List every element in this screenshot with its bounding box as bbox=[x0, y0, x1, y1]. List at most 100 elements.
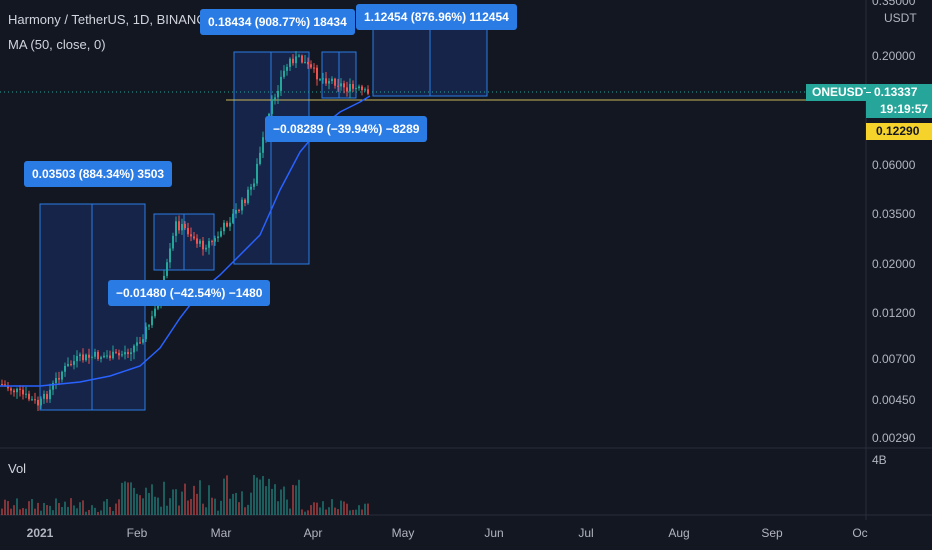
candle-body bbox=[76, 356, 78, 362]
candle-body bbox=[238, 209, 240, 211]
candle-body bbox=[46, 393, 48, 400]
candle-body bbox=[1, 384, 3, 385]
volume-bar bbox=[295, 485, 297, 515]
volume-bar bbox=[271, 488, 273, 515]
candle-body bbox=[154, 308, 156, 317]
candle-body bbox=[100, 357, 102, 359]
candle-body bbox=[178, 221, 180, 231]
bar-countdown: 19:19:57 bbox=[880, 102, 929, 116]
volume-bar bbox=[52, 510, 54, 515]
time-tick: Sep bbox=[761, 526, 783, 540]
measure-label-2: −0.01480 (−42.54%) −1480 bbox=[108, 280, 271, 306]
volume-bar bbox=[184, 483, 186, 515]
candle-body bbox=[130, 352, 132, 355]
measure-label-3: 0.18434 (908.77%) 18434 bbox=[200, 9, 355, 35]
volume-bar bbox=[196, 493, 198, 515]
time-tick: Oc bbox=[852, 526, 868, 540]
time-tick: Aug bbox=[668, 526, 690, 540]
candle-body bbox=[319, 79, 321, 81]
candle-body bbox=[184, 224, 186, 229]
candle-body bbox=[271, 99, 273, 114]
candle-body bbox=[298, 55, 300, 57]
currency-label[interactable]: USDT bbox=[884, 11, 917, 25]
volume-bar bbox=[298, 479, 300, 515]
volume-bar bbox=[40, 510, 42, 515]
candle-body bbox=[331, 78, 333, 82]
candle-body bbox=[199, 240, 201, 244]
volume-bar bbox=[358, 505, 360, 515]
candle-body bbox=[181, 224, 183, 231]
volume-bar bbox=[337, 509, 339, 515]
candle-body bbox=[166, 262, 168, 276]
volume-bar bbox=[322, 501, 324, 515]
volume-bar bbox=[286, 499, 288, 515]
volume-bar bbox=[109, 506, 111, 515]
candle-body bbox=[175, 221, 177, 236]
volume-bar bbox=[178, 505, 180, 515]
candle-body bbox=[79, 354, 81, 357]
volume-bar bbox=[304, 511, 306, 515]
candle-body bbox=[244, 199, 246, 204]
volume-bar bbox=[10, 508, 12, 515]
price-tick: 0.00290 bbox=[872, 431, 916, 445]
candle-body bbox=[157, 304, 159, 309]
candle-body bbox=[49, 389, 51, 400]
volume-bar bbox=[223, 478, 225, 515]
candle-body bbox=[349, 84, 351, 92]
volume-bar bbox=[43, 502, 45, 515]
volume-bar bbox=[292, 484, 294, 515]
volume-bar bbox=[22, 508, 24, 515]
volume-bar bbox=[157, 497, 159, 515]
volume-bar bbox=[238, 502, 240, 515]
volume-bar bbox=[361, 509, 363, 515]
candle-body bbox=[259, 152, 261, 164]
volume-bar bbox=[367, 503, 369, 515]
candle-body bbox=[322, 78, 324, 80]
volume-bar bbox=[217, 510, 219, 515]
volume-bar bbox=[349, 510, 351, 515]
candle-body bbox=[361, 86, 363, 91]
candle-body bbox=[64, 365, 66, 372]
volume-bar bbox=[187, 500, 189, 515]
candle-body bbox=[190, 234, 192, 237]
candle-body bbox=[211, 241, 213, 243]
volume-bar bbox=[67, 506, 69, 515]
candle-body bbox=[172, 235, 174, 249]
candle-body bbox=[214, 238, 216, 242]
ma-indicator-label[interactable]: MA (50, close, 0) bbox=[8, 37, 106, 52]
candle-body bbox=[352, 84, 354, 89]
candle-body bbox=[328, 81, 330, 84]
volume-bar bbox=[352, 509, 354, 515]
volume-bar bbox=[88, 509, 90, 515]
candle-body bbox=[286, 66, 288, 71]
measure-label-4: −0.08289 (−39.94%) −8289 bbox=[265, 116, 428, 142]
candle-body bbox=[247, 189, 249, 204]
candle-body bbox=[205, 247, 207, 250]
volume-bar bbox=[355, 509, 357, 515]
volume-bar bbox=[205, 507, 207, 515]
volume-bar bbox=[232, 493, 234, 515]
volume-bar bbox=[328, 507, 330, 515]
symbol-title: Harmony / TetherUS, 1D, BINANCE bbox=[8, 12, 215, 27]
volume-bar bbox=[364, 503, 366, 515]
volume-bar bbox=[310, 505, 312, 515]
volume-bar bbox=[4, 499, 6, 515]
candle-body bbox=[334, 78, 336, 86]
volume-bar bbox=[73, 505, 75, 515]
volume-bar bbox=[262, 475, 264, 515]
volume-bar bbox=[31, 499, 33, 515]
volume-bar bbox=[340, 500, 342, 515]
candle-body bbox=[94, 351, 96, 357]
candle-body bbox=[307, 61, 309, 65]
candle-body bbox=[85, 354, 87, 361]
volume-bar bbox=[118, 499, 120, 515]
time-tick: Jul bbox=[578, 526, 594, 540]
volume-bar bbox=[76, 508, 78, 515]
volume-bar bbox=[1, 508, 3, 515]
candle-body bbox=[34, 399, 36, 401]
volume-bar bbox=[124, 481, 126, 515]
candle-body bbox=[262, 137, 264, 153]
volume-bar bbox=[214, 498, 216, 515]
volume-bar bbox=[283, 486, 285, 515]
